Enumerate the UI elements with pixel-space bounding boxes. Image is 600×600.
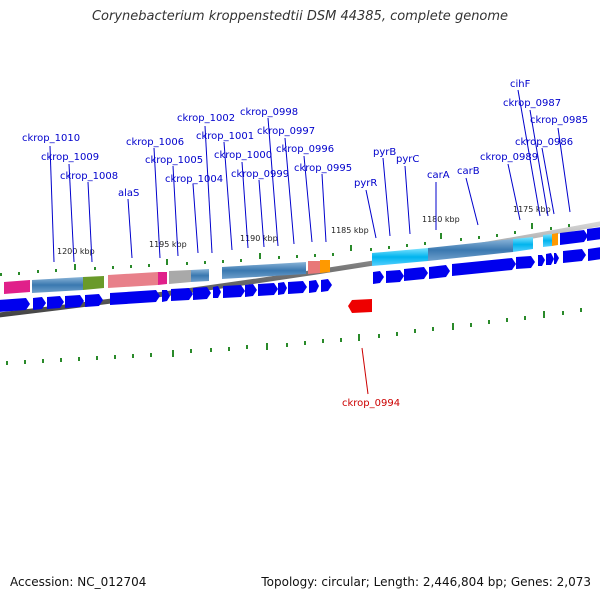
gene-labels[interactable]: ckrop_1010 ckrop_1009 ckrop_1008 alaS ck… [22, 79, 588, 409]
gene-label[interactable]: pyrB [373, 147, 396, 158]
gene-label[interactable]: carB [457, 166, 480, 177]
gene-arrow[interactable] [288, 281, 307, 294]
gene-label[interactable]: alaS [118, 188, 139, 199]
gene-arrow[interactable] [563, 249, 586, 263]
gene-arrow[interactable] [386, 270, 404, 283]
gene-arrow[interactable] [516, 256, 535, 269]
gene-arrow[interactable] [560, 230, 588, 245]
gene-label[interactable]: ckrop_1008 [60, 171, 118, 182]
gene-arrow[interactable] [162, 290, 170, 302]
gene-label[interactable]: ckrop_0996 [276, 144, 334, 155]
gene-arrow[interactable] [538, 255, 545, 266]
ruler-label: 1195 kbp [149, 240, 187, 249]
genome-title: Corynebacterium kroppenstedtii DSM 44385… [91, 9, 509, 24]
gene-arrow[interactable] [33, 297, 46, 310]
gene-arrow[interactable] [278, 282, 287, 295]
feature-box[interactable] [308, 261, 320, 274]
feature-box[interactable] [158, 272, 167, 285]
gene-label[interactable]: cihF [510, 79, 531, 90]
genome-stats-text: Topology: circular; Length: 2,446,804 bp… [261, 575, 591, 589]
gene-label[interactable]: ckrop_1000 [214, 150, 272, 161]
gene-arrow[interactable] [373, 271, 384, 284]
ruler-label: 1180 kbp [422, 215, 460, 224]
gene-arrow[interactable] [554, 253, 559, 264]
gene-label[interactable]: ckrop_0995 [294, 163, 352, 174]
gene-label[interactable]: carA [427, 170, 450, 181]
gene-label[interactable]: ckrop_1009 [41, 152, 99, 163]
gene-arrow[interactable] [258, 283, 278, 296]
gene-label[interactable]: pyrC [396, 154, 419, 165]
feature-box[interactable] [4, 280, 30, 294]
feature-box[interactable] [222, 262, 306, 279]
ruler-label: 1200 kbp [57, 247, 95, 256]
gene-label[interactable]: ckrop_1004 [165, 174, 223, 185]
gene-arrow[interactable] [171, 288, 193, 301]
gene-label[interactable]: ckrop_0986 [515, 137, 573, 148]
gene-label[interactable]: ckrop_1001 [196, 131, 254, 142]
ruler-label: 1175 kbp [513, 205, 551, 214]
feature-box[interactable] [428, 239, 513, 261]
feature-box[interactable] [552, 233, 558, 246]
gene-label[interactable]: pyrR [354, 178, 377, 189]
feature-box[interactable] [108, 272, 158, 288]
gene-label[interactable]: ckrop_0985 [530, 115, 588, 126]
inner-tick-arc [6, 308, 582, 365]
ruler-label: 1190 kbp [240, 234, 278, 243]
accession-text: Accession: NC_012704 [10, 575, 147, 589]
gene-label[interactable]: ckrop_0987 [503, 98, 561, 109]
gene-arrow[interactable] [85, 294, 103, 307]
gene-label[interactable]: ckrop_1002 [177, 113, 235, 124]
ruler-label: 1185 kbp [331, 226, 369, 235]
gene-arrow[interactable] [193, 287, 211, 300]
gene-label[interactable]: ckrop_1010 [22, 133, 80, 144]
gene-arrow[interactable] [321, 279, 332, 292]
feature-box[interactable] [83, 276, 104, 290]
feature-boxes[interactable] [4, 233, 558, 294]
label-leader-lines [49, 89, 571, 263]
gene-label[interactable]: ckrop_0998 [240, 107, 298, 118]
gene-arrow[interactable] [0, 298, 30, 312]
feature-box[interactable] [372, 248, 428, 266]
feature-box[interactable] [320, 260, 330, 273]
feature-box[interactable] [543, 234, 552, 247]
gene-arrow[interactable] [223, 285, 245, 298]
feature-box[interactable] [169, 270, 191, 284]
gene-arrow[interactable] [309, 280, 319, 293]
gene-label[interactable]: ckrop_1006 [126, 137, 184, 148]
gene-arrow[interactable] [588, 247, 600, 261]
gene-label-highlighted[interactable]: ckrop_0994 [342, 398, 400, 409]
gene-arrow[interactable] [245, 284, 257, 297]
gene-arrow[interactable] [429, 265, 450, 279]
gene-label[interactable]: ckrop_1005 [145, 155, 203, 166]
gene-arrow[interactable] [587, 227, 600, 241]
gene-label[interactable]: ckrop_0999 [231, 169, 289, 180]
gene-arrow[interactable] [47, 296, 64, 309]
gene-arrow[interactable] [452, 258, 516, 276]
gene-arrow[interactable] [110, 290, 160, 305]
gene-label[interactable]: ckrop_0989 [480, 152, 538, 163]
gene-arrow[interactable] [213, 286, 221, 298]
gene-arrow[interactable] [65, 295, 84, 308]
feature-box[interactable] [191, 269, 209, 282]
highlight-leader-line [361, 347, 369, 395]
ruler-ticks [0, 223, 570, 276]
gene-arrows[interactable] [0, 227, 600, 312]
gene-arrow[interactable] [404, 267, 428, 281]
gene-label[interactable]: ckrop_0997 [257, 126, 315, 137]
ruler-labels: 1200 kbp 1195 kbp 1190 kbp 1185 kbp 1180… [57, 205, 551, 256]
gene-arrow[interactable] [546, 253, 554, 265]
feature-box[interactable] [32, 277, 83, 293]
highlighted-gene-arrow[interactable] [348, 299, 372, 313]
feature-box[interactable] [513, 237, 533, 252]
